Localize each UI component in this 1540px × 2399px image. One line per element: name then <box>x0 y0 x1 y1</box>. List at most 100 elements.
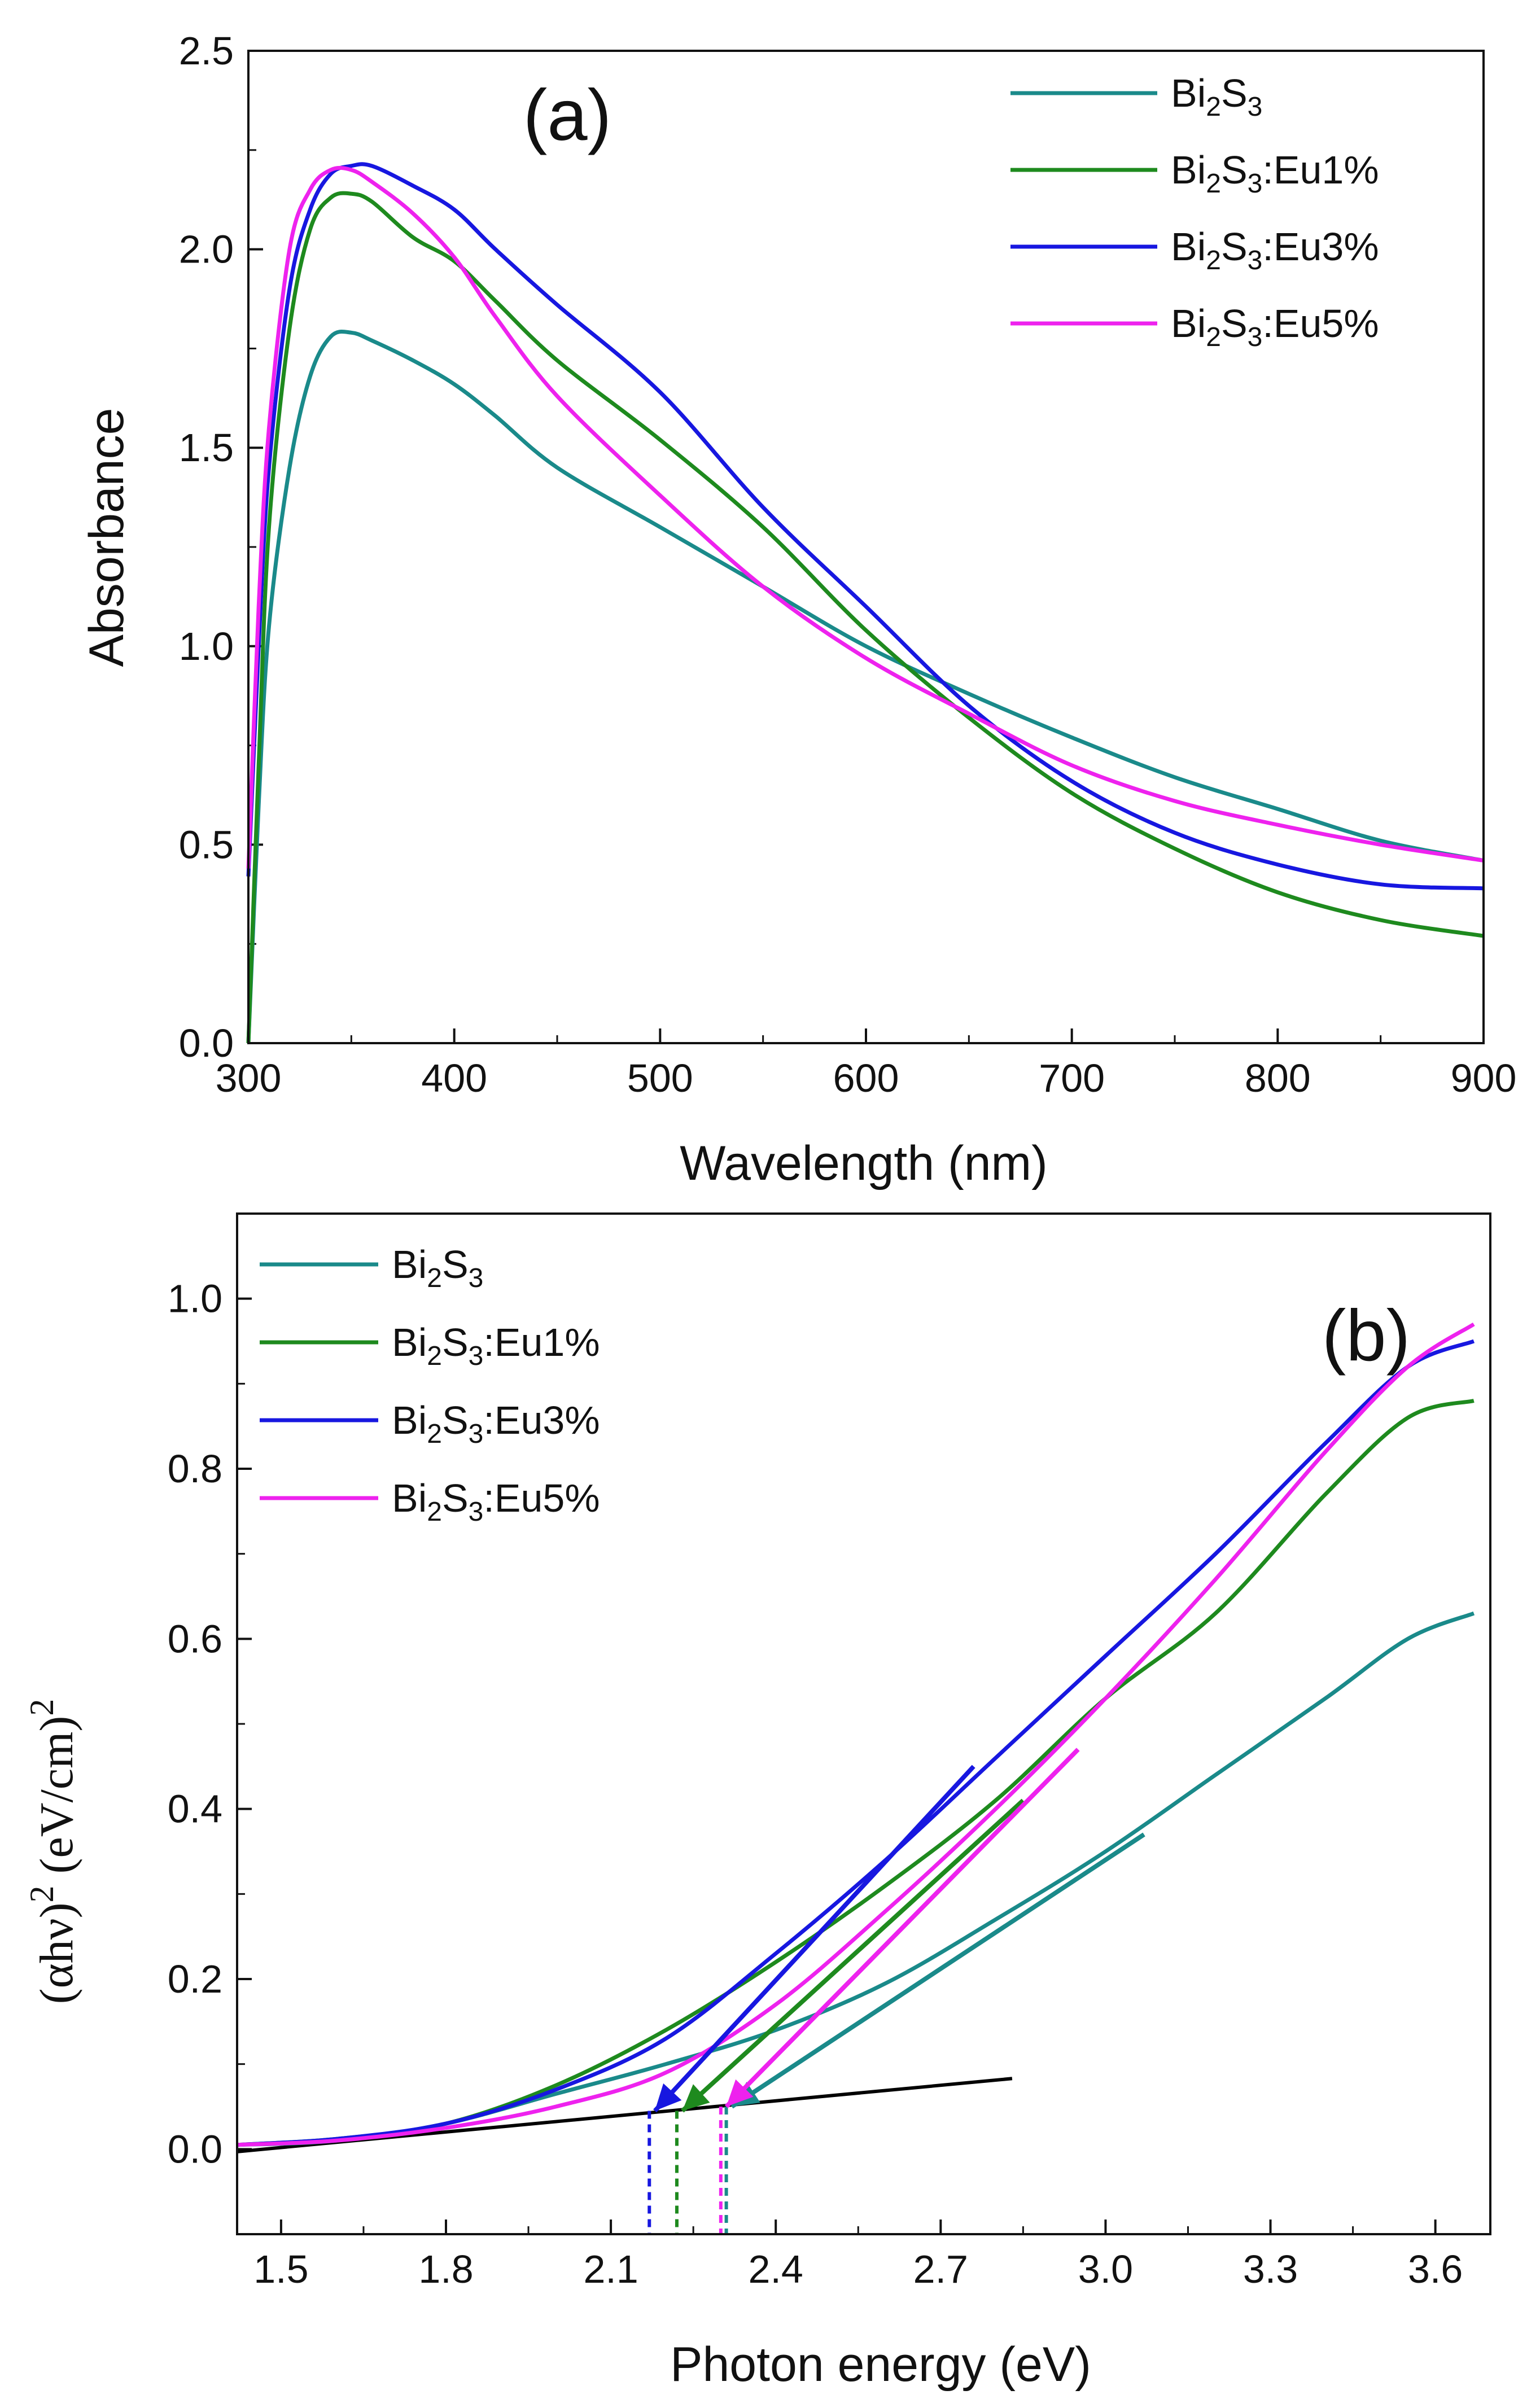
panel-b-legend-label-mid: S <box>442 1398 469 1442</box>
panel-b-legend-label-mid: S <box>442 1320 469 1364</box>
panel-b-tangent-line <box>730 1832 1145 2109</box>
panel-a-legend-label-sub1: 2 <box>1206 92 1221 122</box>
panel-b-tangents <box>648 1748 1145 2234</box>
panel-b-plot-frame <box>236 1212 1491 2235</box>
panel-b-tangent-line <box>653 1765 975 2113</box>
panel-a-x-tick-label: 800 <box>1245 1056 1311 1100</box>
panel-b-legend-label-sub1: 2 <box>427 1263 442 1293</box>
panel-a-series <box>246 162 1484 1044</box>
panel-a-label: (a) <box>523 75 611 156</box>
panel-b-legend-label-sub2: 3 <box>469 1497 484 1527</box>
panel-a-y-tick-label: 2.5 <box>179 29 234 73</box>
panel-a-legend-label-suffix: :Eu1% <box>1262 148 1379 192</box>
panel-a-x-axis-label: Wavelength (nm) <box>680 1136 1048 1190</box>
panel-b-y-label-sup1: 2 <box>23 1885 60 1902</box>
panel-b-tangent-line <box>724 1748 1080 2108</box>
panel-b-legend-label-suffix: :Eu1% <box>483 1320 600 1364</box>
panel-a-legend-label: Bi2S3 <box>1171 71 1262 122</box>
panel-a-legend-label-base: Bi <box>1171 71 1206 115</box>
panel-b-x-tick-label: 1.8 <box>418 2247 473 2291</box>
panel-b-series <box>237 1322 1475 2147</box>
panel-a-y-axis-label: Absorbance <box>80 408 134 667</box>
panel-b-tangent-line <box>680 1798 1025 2113</box>
panel-a-legend-label-mid: S <box>1221 225 1248 269</box>
panel-a-y-tick-label: 1.5 <box>179 426 234 470</box>
panel-a-legend-label-sub2: 3 <box>1248 246 1263 275</box>
panel-b-x-tick-label: 2.7 <box>913 2247 968 2291</box>
panel-a-x-tick-label: 500 <box>627 1056 693 1100</box>
panel-a-legend-label-sub2: 3 <box>1248 322 1263 352</box>
panel-a-x-tick-label: 300 <box>216 1056 282 1100</box>
panel-a-ticks: 300 400 500 600 700 800 900 0.0 0.5 1.0 1.5 2.0 2.5 <box>179 29 1517 1100</box>
panel-a-legend-label-suffix: :Eu5% <box>1262 301 1379 345</box>
panel-b-tangent-arrowhead <box>682 2084 710 2111</box>
panel-a-legend-label-sub1: 2 <box>1206 246 1221 275</box>
panel-b-x-tick-label: 2.1 <box>583 2247 638 2291</box>
panel-b-y-tick-label: 1.0 <box>168 1277 222 1321</box>
panel-b-legend-label-base: Bi <box>392 1398 427 1442</box>
panel-b-tangent-arrowhead <box>726 2079 754 2107</box>
panel-a-legend-label: Bi2S3:Eu3% <box>1171 225 1379 275</box>
panel-a-y-tick-label: 0.5 <box>179 822 234 866</box>
panel-b-label: (b) <box>1322 1295 1410 1376</box>
panel-b-x-axis-label: Photon energy (eV) <box>670 2337 1091 2392</box>
panel-b-x-tick-label: 2.4 <box>749 2247 803 2291</box>
panel-b-y-axis-label: (αhν)2 (eV/cm)2 <box>23 1699 83 2004</box>
panel-b-legend-label-sub1: 2 <box>427 1497 442 1527</box>
panel-b-x-tick-label: 3.6 <box>1408 2247 1463 2291</box>
panel-a-x-tick-label: 700 <box>1039 1056 1105 1100</box>
panel-b-x-tick-label: 3.0 <box>1078 2247 1133 2291</box>
panel-a: 300 400 500 600 700 800 9000.00.51.01.52.02.5 … <box>80 29 1516 1190</box>
panel-b-x-tick-label: 3.3 <box>1243 2247 1298 2291</box>
panel-b-ticks: 1.5 1.8 2.1 2.4 2.7 3.0 3.3 3.6 0.0 0.2 0.4 0.6 0.8 1… <box>168 1212 1463 2291</box>
panel-b-series-line <box>237 1322 1475 2147</box>
panel-a-legend-label: Bi2S3:Eu1% <box>1171 148 1379 199</box>
panel-b-legend-label-sub1: 2 <box>427 1419 442 1449</box>
panel-b-y-label-prefix: (αhν) <box>30 1902 83 2004</box>
panel-b-legend-label: Bi2S3:Eu5% <box>392 1476 600 1527</box>
panel-a-series-line <box>246 162 1484 891</box>
panel-b-y-tick-label: 0.6 <box>168 1617 222 1661</box>
panel-b-tangent-arrowhead <box>655 2083 682 2111</box>
panel-b-y-tick-label: 0.4 <box>168 1787 222 1831</box>
panel-a-legend-label-base: Bi <box>1171 225 1206 269</box>
panel-a-y-tick-label: 1.0 <box>179 624 234 668</box>
panel-a-legend-label-sub1: 2 <box>1206 322 1221 352</box>
panel-b-legend-label-suffix: :Eu3% <box>483 1398 600 1442</box>
panel-a-legend-label-suffix: :Eu3% <box>1262 225 1379 269</box>
panel-b-legend-label-sub1: 2 <box>427 1341 442 1371</box>
panel-a-legend-label-mid: S <box>1221 71 1248 115</box>
panel-b-y-label-sup2: 2 <box>23 1699 60 1716</box>
panel-a-series-line <box>246 191 1484 1044</box>
panel-a-legend-label-sub2: 3 <box>1248 92 1263 122</box>
panel-b-legend-label: Bi2S3:Eu3% <box>392 1398 600 1449</box>
panel-b-legend-label-sub2: 3 <box>469 1263 484 1293</box>
panel-b-x-tick-label: 1.5 <box>253 2247 308 2291</box>
panel-a-x-tick-label: 600 <box>833 1056 899 1100</box>
panel-a-series-line <box>246 330 1484 1044</box>
panel-b-legend-label-base: Bi <box>392 1320 427 1364</box>
panel-b: 1.5 1.8 2.1 2.4 2.7 3.0 3.3 3.6 0.0 0.2 0.4 0.6 0.8 1… <box>23 1212 1491 2392</box>
panel-a-y-tick-label: 0.0 <box>179 1021 234 1065</box>
panel-a-y-tick-label: 2.0 <box>179 227 234 272</box>
panel-b-legend-label-base: Bi <box>392 1476 427 1520</box>
panel-b-y-tick-label: 0.2 <box>168 1957 222 2001</box>
panel-b-legend-label-mid: S <box>442 1476 469 1520</box>
panel-a-legend-label-sub1: 2 <box>1206 169 1221 199</box>
panel-a-series-line <box>246 165 1484 869</box>
panel-b-legend-label-mid: S <box>442 1242 469 1286</box>
panel-a-legend-label-base: Bi <box>1171 148 1206 192</box>
panel-b-legend-label-suffix: :Eu5% <box>483 1476 600 1520</box>
panel-b-y-tick-label: 0.0 <box>168 2127 222 2171</box>
panel-b-legend-label: Bi2S3:Eu1% <box>392 1320 600 1371</box>
panel-a-legend-label-mid: S <box>1221 148 1248 192</box>
panel-b-legend-label: Bi2S3 <box>392 1242 483 1293</box>
panel-b-legend-label-sub2: 3 <box>469 1341 484 1371</box>
panel-b-y-label-mid: (eV/cm) <box>30 1716 83 1886</box>
panel-a-plot-frame <box>247 50 1485 1044</box>
panel-b-legend-label-sub2: 3 <box>469 1419 484 1449</box>
panel-a-legend-label-mid: S <box>1221 301 1248 345</box>
